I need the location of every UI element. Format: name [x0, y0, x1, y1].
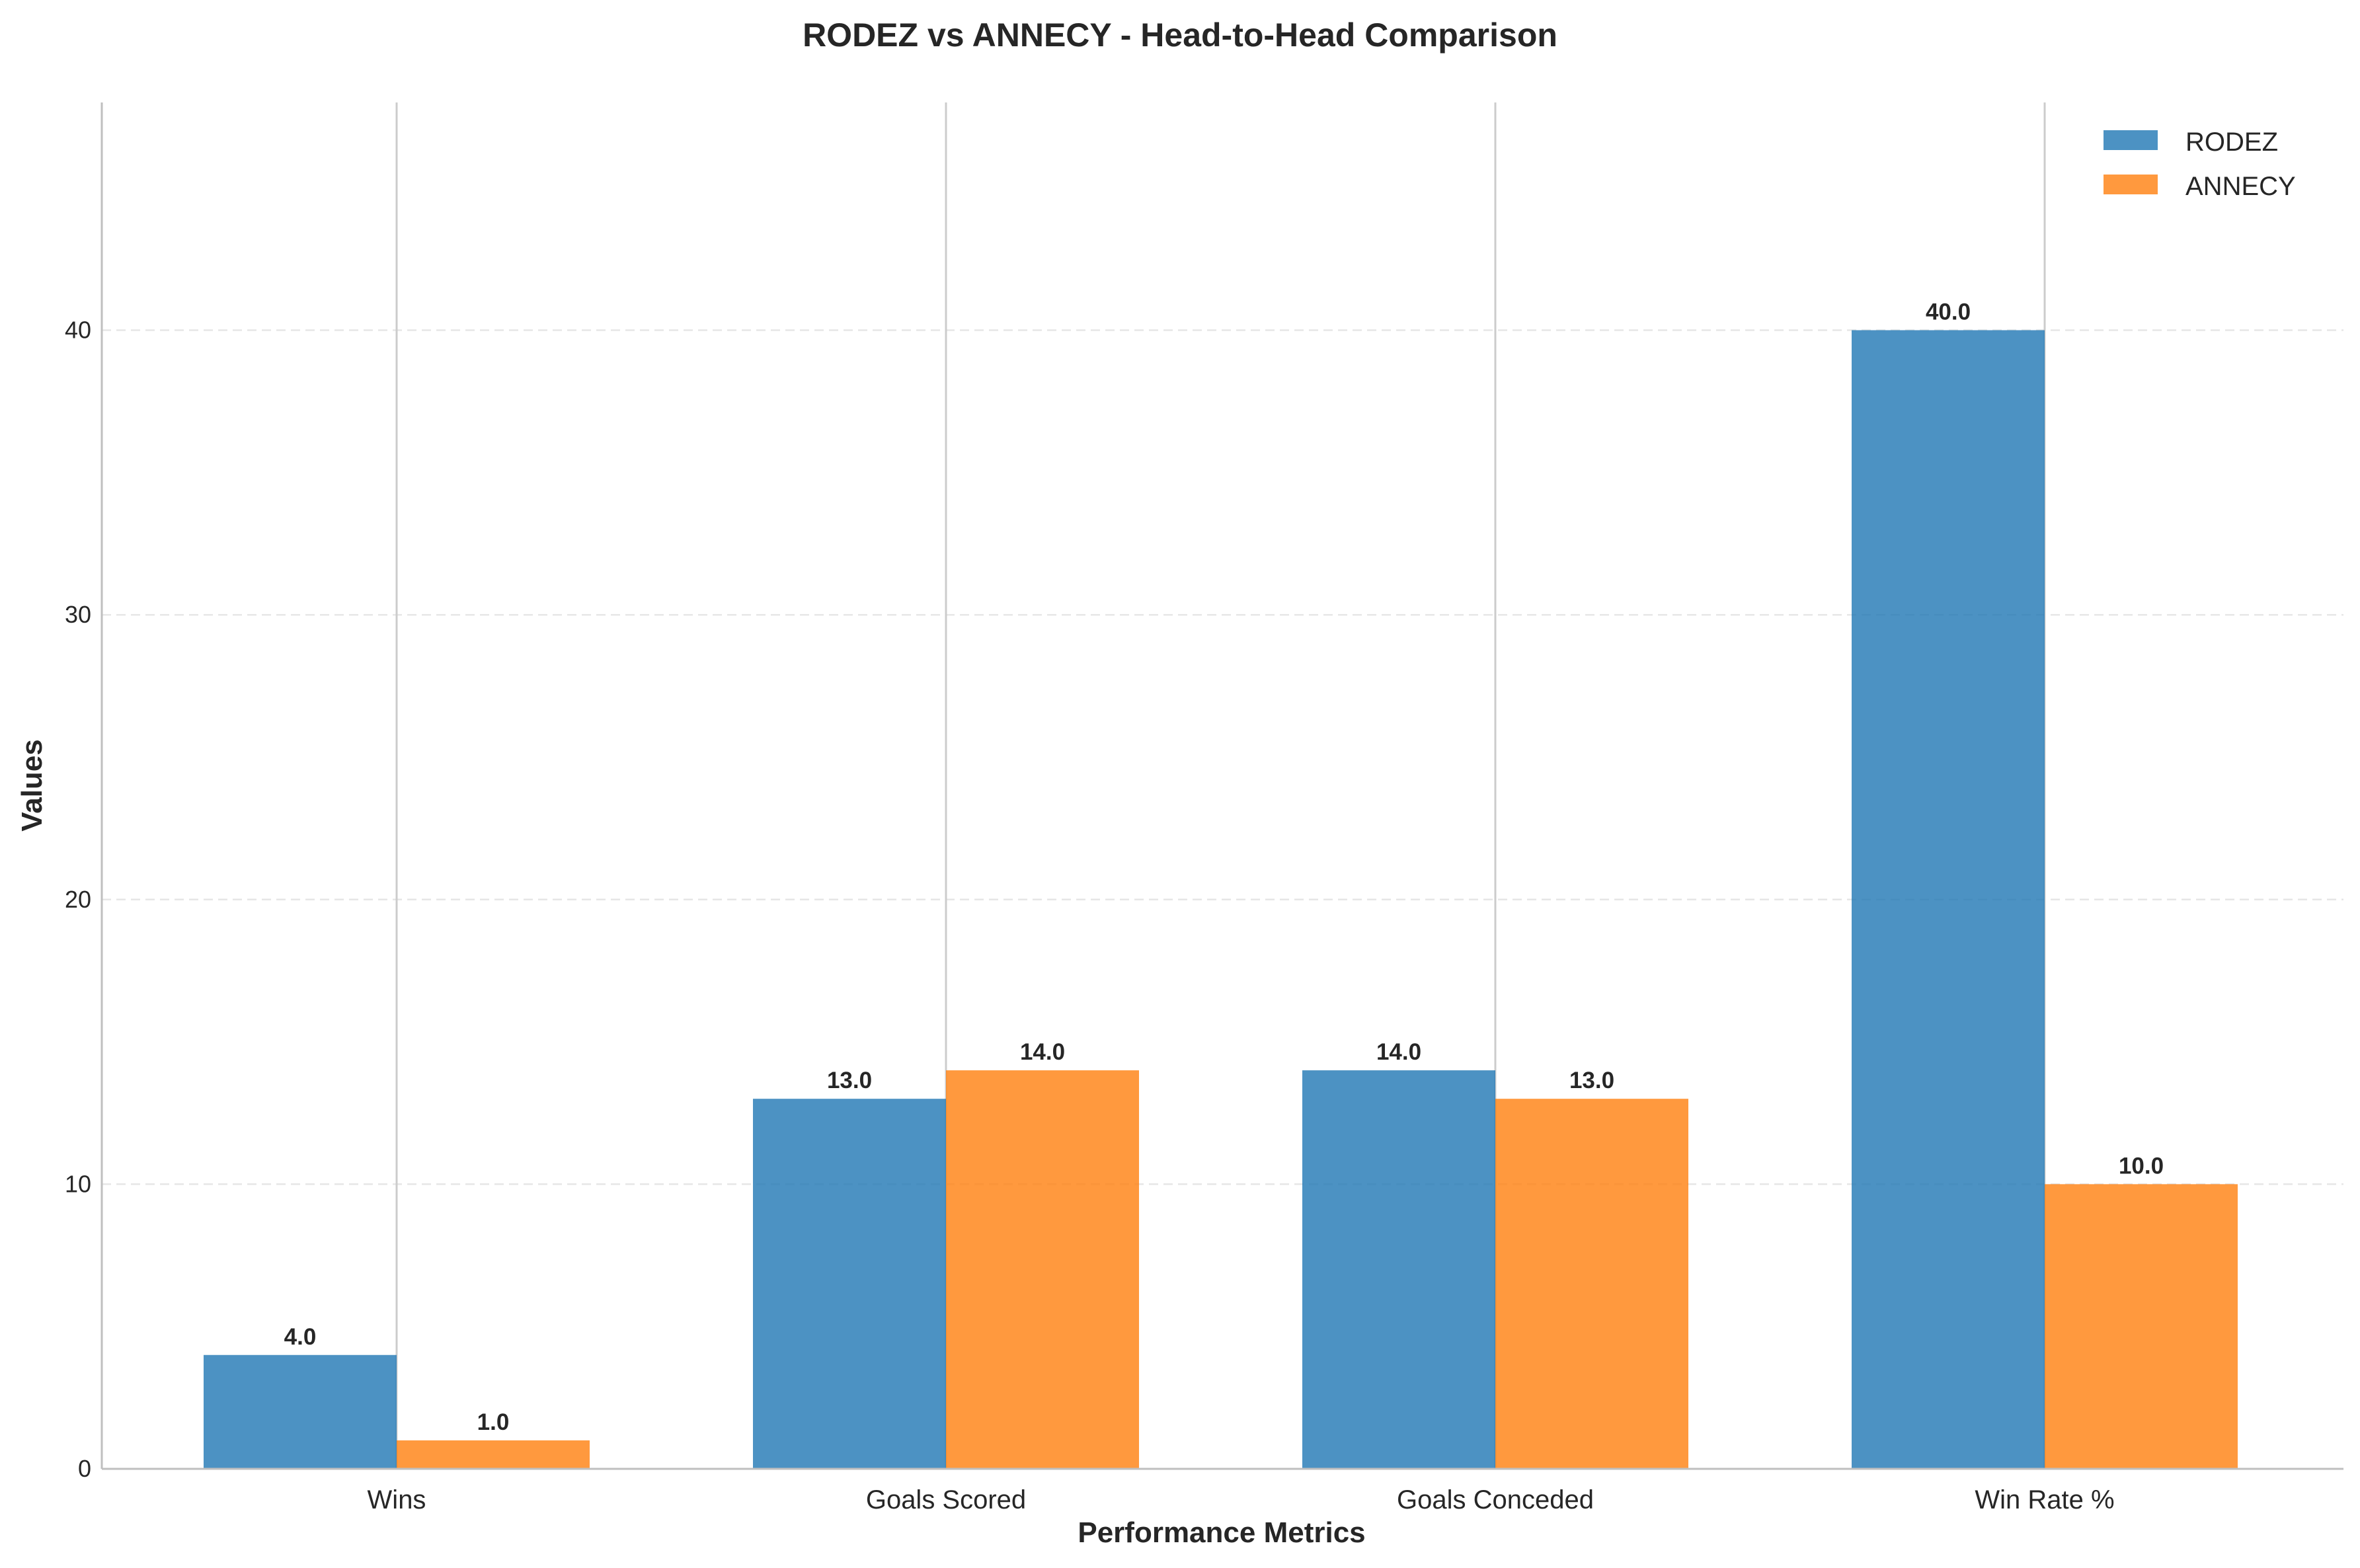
bar-annecy — [1495, 1099, 1688, 1469]
value-label: 10.0 — [2119, 1153, 2164, 1179]
value-labels-layer: 4.0 13.0 14.0 40.0 1.0 14.0 13.0 10.0 — [284, 299, 2164, 1435]
legend-label-rodez: RODEZ — [2185, 128, 2278, 157]
bar-annecy — [2045, 1184, 2238, 1469]
bar-annecy — [946, 1070, 1139, 1469]
bar-annecy — [397, 1440, 590, 1469]
value-label: 40.0 — [1926, 299, 1971, 325]
value-label: 14.0 — [1020, 1039, 1065, 1065]
bar-rodez — [1302, 1070, 1495, 1469]
chart-title: RODEZ vs ANNECY - Head-to-Head Compariso… — [803, 17, 1557, 54]
x-axis-title: Performance Metrics — [1078, 1516, 1365, 1549]
axes-layer — [100, 102, 2343, 1470]
x-tick-label: Goals Scored — [866, 1485, 1026, 1514]
y-tick-label: 40 — [65, 317, 91, 344]
y-tick-label: 0 — [78, 1455, 91, 1482]
bar-rodez — [204, 1354, 397, 1469]
y-tick-label: 30 — [65, 601, 91, 628]
x-tick-label: Goals Conceded — [1397, 1485, 1594, 1514]
legend: RODEZ ANNECY — [2104, 128, 2296, 201]
bar-rodez — [1852, 330, 2045, 1469]
value-label: 1.0 — [477, 1409, 510, 1435]
y-tick-label: 10 — [65, 1170, 91, 1197]
value-label: 4.0 — [284, 1324, 317, 1350]
y-tick-label: 20 — [65, 886, 91, 913]
y-axis-title: Values — [16, 739, 48, 831]
bars-layer — [204, 330, 2238, 1469]
bar-rodez — [753, 1099, 946, 1469]
x-tick-label: Wins — [368, 1485, 426, 1514]
x-tick-label: Win Rate % — [1975, 1485, 2114, 1514]
value-label: 14.0 — [1376, 1039, 1421, 1065]
value-label: 13.0 — [827, 1068, 872, 1093]
legend-swatch-annecy — [2104, 175, 2158, 194]
ticks-layer: 0 10 20 30 40 Wins Goals Scored Goals Conceded W… — [65, 317, 2115, 1515]
value-label: 13.0 — [1569, 1068, 1614, 1093]
legend-swatch-rodez — [2104, 130, 2158, 150]
legend-label-annecy: ANNECY — [2185, 172, 2296, 201]
